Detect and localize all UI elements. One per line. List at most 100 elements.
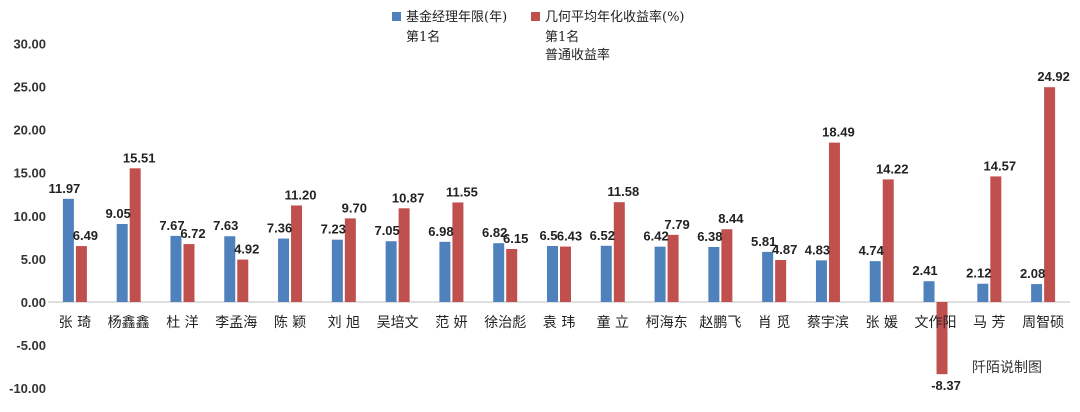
bar-series-1 — [708, 247, 720, 302]
data-label-series-1: 2.41 — [912, 263, 937, 278]
category-labels-group: 张 琦 杨鑫鑫杜 洋 李孟海 陈 颖 刘 旭 吴培文范 妍 徐治彪 袁 玮 童 立 柯海东 赵鹏飞 肖… — [59, 314, 1064, 331]
data-label-series-1: 2.12 — [966, 266, 991, 281]
data-label-series-2: 6.49 — [73, 228, 98, 243]
bar-series-2 — [452, 202, 464, 302]
bar-series-2 — [506, 248, 518, 302]
category-label: 杜 洋 — [166, 315, 198, 331]
bar-series-2 — [882, 179, 894, 302]
bar-series-1 — [1031, 284, 1043, 302]
y-tick-label: 15.00 — [13, 166, 46, 181]
data-label-series-2: 14.22 — [876, 161, 909, 176]
data-label-series-2: 18.49 — [822, 125, 855, 140]
data-label-series-1: 6.98 — [428, 224, 453, 239]
category-label: 周智硕 — [1022, 315, 1064, 331]
legend-label-series-2: 几何平均年化收益率(%) — [545, 9, 685, 25]
data-label-series-2: 11.58 — [607, 184, 639, 199]
bar-series-1 — [331, 239, 343, 302]
data-label-series-2: 15.51 — [123, 150, 156, 165]
data-label-series-1: 7.23 — [321, 222, 346, 237]
category-label: 赵鹏飞 — [699, 315, 741, 331]
category-label: 李孟海 — [215, 315, 257, 331]
bar-series-1 — [116, 223, 128, 302]
bar-series-2 — [775, 260, 787, 302]
bar-series-1 — [385, 241, 397, 302]
data-label-series-1: 6.5 — [539, 228, 557, 243]
bar-series-1 — [170, 235, 182, 302]
bar-series-2 — [667, 234, 679, 302]
category-label: 范 妍 — [435, 314, 467, 331]
data-label-series-2: 6.15 — [503, 231, 528, 246]
data-label-series-1: 6.38 — [697, 229, 722, 244]
category-label: 柯海东 — [646, 315, 688, 331]
category-label: 袁 玮 — [543, 315, 575, 331]
bar-series-1 — [224, 236, 236, 302]
data-label-series-2: 4.87 — [772, 242, 797, 257]
data-label-series-2: 11.55 — [446, 184, 478, 199]
legend-label-series-1: 基金经理年限(年) — [406, 9, 507, 25]
data-labels-group: 11.97 6.49 9.05 15.51 7.676.72 7.63 4.92 7.36 11… — [48, 69, 1069, 393]
bar-series-2 — [828, 142, 840, 302]
legend: 基金经理年限(年) 几何平均年化收益率(%) — [392, 9, 685, 25]
bar-series-1 — [439, 241, 451, 302]
data-label-series-2: 6.43 — [557, 229, 582, 244]
category-label: 肖 觅 — [758, 315, 790, 331]
bar-series-2 — [291, 205, 303, 302]
bar-series-2 — [721, 229, 733, 302]
data-label-series-1: 7.63 — [213, 218, 238, 233]
data-label-series-1: 4.83 — [805, 242, 830, 257]
data-label-series-2: 8.44 — [718, 211, 744, 226]
y-tick-label: 20.00 — [13, 123, 46, 138]
y-tick-label: -5.00 — [16, 338, 46, 353]
data-label-series-1: 5.81 — [751, 234, 776, 249]
bar-series-2 — [129, 168, 141, 302]
category-label: 张 琦 — [59, 315, 91, 331]
bar-series-2 — [183, 244, 195, 302]
bar-series-1 — [547, 245, 558, 302]
y-tick-label: -10.00 — [9, 381, 46, 396]
bar-series-1 — [62, 198, 74, 302]
y-tick-label: 30.00 — [13, 36, 46, 51]
category-label: 童 立 — [597, 314, 629, 331]
chart-credit: 阡陌说制图 — [972, 360, 1042, 376]
y-tick-label: 5.00 — [21, 252, 46, 267]
bar-series-2 — [990, 176, 1002, 302]
data-label-series-1: 4.74 — [859, 243, 885, 258]
bar-series-1 — [762, 251, 774, 302]
bar-series-1 — [654, 246, 666, 302]
annotation-rank-1-return: 第1名 — [545, 29, 579, 45]
bar-series-2 — [613, 202, 625, 302]
annotation-ordinary-return: 普通收益率 — [545, 47, 610, 63]
bar-series-2 — [237, 259, 249, 302]
category-label: 刘 旭 — [328, 315, 360, 331]
data-label-series-2: 6.72 — [180, 226, 205, 241]
data-label-series-2: 7.79 — [664, 217, 689, 232]
y-tick-label: 0.00 — [21, 295, 46, 310]
data-label-series-1: 11.97 — [48, 181, 80, 196]
bar-series-2 — [560, 246, 571, 302]
category-label: 杨鑫鑫 — [108, 314, 150, 331]
legend-swatch-series-2 — [531, 12, 540, 21]
bar-series-1 — [869, 261, 881, 302]
data-label-series-1: 6.52 — [590, 228, 615, 243]
bar-series-2 — [75, 246, 87, 302]
data-label-series-2: 11.20 — [285, 187, 317, 202]
y-tick-label: 25.00 — [13, 80, 46, 95]
data-label-series-1: 6.82 — [482, 225, 507, 240]
y-axis: 30.00 25.00 20.00 15.00 10.00 5.00 0.00 -5.00 -1… — [9, 36, 46, 396]
data-label-series-2: 14.57 — [984, 158, 1017, 173]
legend-swatch-series-1 — [392, 12, 401, 21]
bars-group — [62, 87, 1056, 375]
data-label-series-2: 24.92 — [1037, 69, 1070, 84]
category-label: 文作阳 — [915, 315, 957, 331]
y-tick-label: 10.00 — [13, 209, 46, 224]
data-label-series-2: 4.92 — [234, 242, 259, 257]
bar-series-2 — [1044, 87, 1056, 302]
bar-series-1 — [493, 243, 505, 302]
category-label: 吴培文 — [377, 315, 419, 331]
bar-series-2 — [936, 302, 948, 375]
category-label: 徐治彪 — [484, 315, 526, 331]
data-label-series-2: -8.37 — [931, 378, 961, 393]
bar-series-2 — [344, 218, 356, 302]
data-label-series-1: 2.08 — [1020, 266, 1045, 281]
